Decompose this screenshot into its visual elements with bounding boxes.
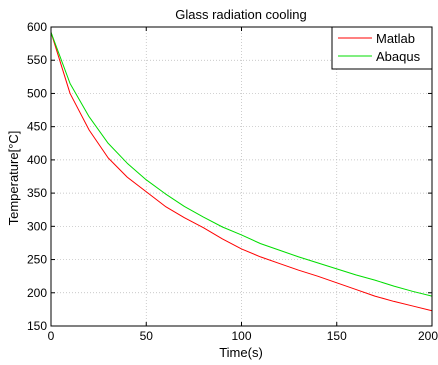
legend-box (331, 26, 433, 70)
legend-label: Abaqus (376, 49, 421, 64)
y-tick-label: 300 (27, 219, 47, 233)
x-tick-label: 0 (48, 329, 55, 343)
tick-labels: 0 50 100 150 200 150 200 250 300 350 400 450 500 550 6… (27, 20, 438, 343)
y-axis-label: Temperature[°C] (6, 131, 21, 226)
grid (51, 27, 432, 326)
y-tick-label: 150 (27, 319, 47, 333)
y-tick-label: 400 (27, 153, 47, 167)
x-tick-label: 150 (327, 329, 347, 343)
y-tick-label: 350 (27, 186, 47, 200)
x-tick-label: 100 (231, 329, 251, 343)
y-tick-label: 450 (27, 120, 47, 134)
y-tick-label: 250 (27, 253, 47, 267)
series-line-abaqus (50, 32, 433, 297)
x-tick-label: 50 (140, 329, 154, 343)
y-tick-label: 200 (27, 286, 47, 300)
legend: Matlab Abaqus (331, 26, 433, 70)
legend-label: Matlab (376, 31, 415, 46)
y-tick-label: 600 (27, 20, 47, 34)
series-line-matlab (50, 32, 433, 312)
y-tick-label: 500 (27, 86, 47, 100)
x-tick-label: 200 (418, 329, 438, 343)
plot-area (50, 32, 433, 312)
y-tick-label: 550 (27, 53, 47, 67)
chart-title: Glass radiation cooling (175, 7, 307, 22)
x-axis-label: Time(s) (219, 345, 263, 360)
